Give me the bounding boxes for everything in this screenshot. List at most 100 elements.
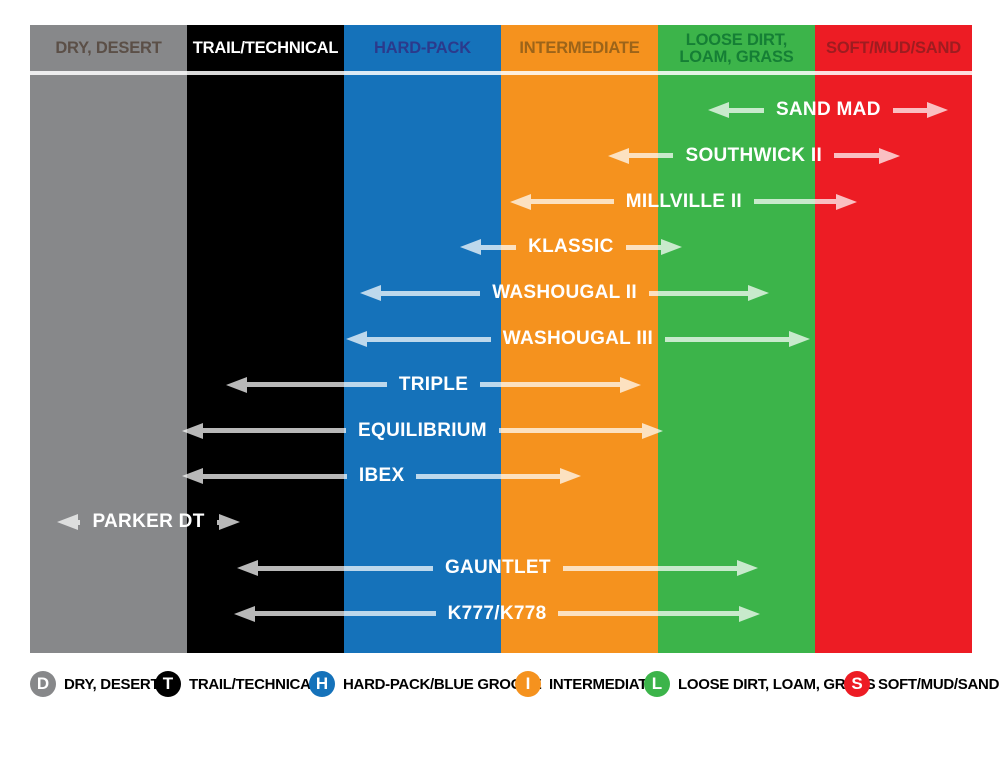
tire-label: SOUTHWICK II xyxy=(685,144,823,166)
arrow-shaft xyxy=(665,336,790,342)
column-header-trail: TRAIL/TECHNICAL xyxy=(192,39,339,58)
legend-label: SOFT/MUD/SAND xyxy=(878,675,1000,693)
header-separator-line xyxy=(30,71,972,75)
arrow-shaft xyxy=(77,519,81,525)
arrow-left-icon xyxy=(56,514,78,531)
arrow-left-icon xyxy=(237,560,259,576)
arrow-shaft xyxy=(892,107,928,113)
tire-label: GAUNTLET xyxy=(444,557,551,578)
column-header-soft: SOFT/MUD/SAND xyxy=(826,39,961,58)
arrow-shaft xyxy=(625,244,661,250)
tire-label: EQUILIBRIUM xyxy=(358,419,487,441)
arrow-left-icon xyxy=(460,239,482,256)
arrow-shaft xyxy=(628,153,674,159)
arrow-right-icon xyxy=(660,239,682,256)
arrow-left-icon xyxy=(182,468,204,485)
arrow-left xyxy=(56,514,81,531)
arrow-shaft xyxy=(531,199,614,205)
column-soft: SOFT/MUD/SAND xyxy=(815,25,972,653)
arrow-shaft xyxy=(216,519,220,525)
arrow-left-icon xyxy=(226,376,248,393)
arrow-shaft xyxy=(729,107,764,113)
legend-item-loose-dirt-loam-grass: L LOOSE DIRT, LOAM, GRASS xyxy=(644,668,876,700)
arrow-shaft xyxy=(562,565,738,571)
arrow-left xyxy=(182,422,347,439)
terrain-legend: D DRY, DESERT T TRAIL/TECHNICAL H HARD-PACK/B… xyxy=(0,668,1000,700)
tire-row-washougal-ii: WASHOUGAL II xyxy=(359,282,770,304)
arrow-right xyxy=(480,376,641,393)
arrow-left-icon xyxy=(359,285,381,302)
arrow-left-icon xyxy=(510,193,532,210)
arrow-right-icon xyxy=(219,514,241,531)
arrow-right-icon xyxy=(739,605,761,622)
column-header-loose: LOOSE DIRT, LOAM, GRASS xyxy=(679,30,794,66)
tire-label: IBEX xyxy=(358,465,405,487)
column-header-dry: DRY, DESERT xyxy=(55,39,162,58)
legend-badge-h-icon: H xyxy=(309,671,335,697)
column-intermediate: INTERMEDIATE xyxy=(501,25,658,653)
arrow-right xyxy=(562,560,759,576)
arrow-left xyxy=(607,147,674,164)
arrow-right xyxy=(648,285,770,302)
arrow-shaft xyxy=(834,153,879,159)
tire-label: WASHOUGAL III xyxy=(502,328,654,349)
column-trail: TRAIL/TECHNICAL xyxy=(187,25,344,653)
arrow-shaft xyxy=(366,336,491,342)
legend-label: LOOSE DIRT, LOAM, GRASS xyxy=(678,675,876,693)
legend-label: INTERMEDIATE xyxy=(549,675,657,693)
tire-row-washougal-iii: WASHOUGAL III xyxy=(345,328,811,350)
arrow-left xyxy=(359,285,481,302)
arrow-right xyxy=(625,239,682,256)
tire-label: PARKER DT xyxy=(92,511,205,533)
arrow-shaft xyxy=(380,290,481,296)
arrow-right-icon xyxy=(560,468,582,485)
tire-label: KLASSIC xyxy=(528,236,614,258)
legend-badge-l-icon: L xyxy=(644,671,670,697)
arrow-right xyxy=(665,331,811,347)
legend-label: TRAIL/TECHNICAL xyxy=(189,675,320,693)
arrow-left-icon xyxy=(607,147,629,164)
legend-badge-d-icon: D xyxy=(30,671,56,697)
arrow-right-icon xyxy=(641,422,663,439)
arrow-right xyxy=(558,605,761,622)
tire-label: WASHOUGAL II xyxy=(492,282,637,304)
tire-label: MILLVILLE II xyxy=(625,190,742,212)
legend-badge-t-icon: T xyxy=(155,671,181,697)
arrow-right-icon xyxy=(836,193,858,210)
arrow-right-icon xyxy=(927,102,949,118)
arrow-shaft xyxy=(203,428,347,434)
tire-label: SAND MAD xyxy=(775,99,881,120)
arrow-left-icon xyxy=(182,422,204,439)
arrow-shaft xyxy=(481,244,517,250)
tire-row-klassic: KLASSIC xyxy=(460,236,682,258)
arrow-left xyxy=(182,468,347,485)
legend-item-trail-technical: T TRAIL/TECHNICAL xyxy=(155,668,320,700)
arrow-left-icon xyxy=(234,605,256,622)
arrow-right xyxy=(834,147,900,164)
arrow-shaft xyxy=(258,565,433,571)
arrow-shaft xyxy=(247,382,387,388)
arrow-shaft xyxy=(753,199,837,205)
tire-row-ibex: IBEX xyxy=(182,465,582,487)
legend-item-dry-desert: D DRY, DESERT xyxy=(30,668,160,700)
arrow-left xyxy=(345,331,491,347)
arrow-right xyxy=(498,422,663,439)
arrow-left xyxy=(234,605,436,622)
arrow-right xyxy=(753,193,858,210)
column-header-hard: HARD-PACK xyxy=(374,39,471,58)
arrow-right-icon xyxy=(619,376,641,393)
tire-row-gauntlet: GAUNTLET xyxy=(237,557,759,579)
arrow-shaft xyxy=(255,611,436,617)
arrow-left-icon xyxy=(708,102,730,118)
arrow-shaft xyxy=(498,428,642,434)
arrow-left xyxy=(510,193,614,210)
arrow-shaft xyxy=(203,473,347,479)
legend-label: HARD-PACK/BLUE GROOVE xyxy=(343,675,542,693)
chart-area: DRY, DESERT TRAIL/TECHNICAL HARD-PACK INTER… xyxy=(30,25,972,653)
column-dry: DRY, DESERT xyxy=(30,25,187,653)
legend-badge-s-icon: S xyxy=(844,671,870,697)
tire-row-equilibrium: EQUILIBRIUM xyxy=(182,419,663,442)
tire-label: TRIPLE xyxy=(398,373,469,395)
tire-row-parker-dt: PARKER DT xyxy=(56,511,241,533)
arrow-shaft xyxy=(558,611,740,617)
